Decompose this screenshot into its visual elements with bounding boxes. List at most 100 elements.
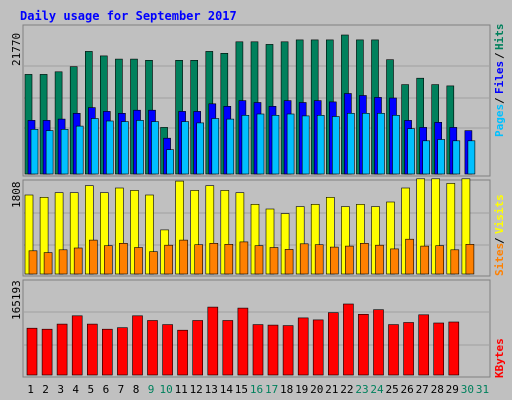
day-label: 7	[118, 383, 125, 396]
day-label: 8	[133, 383, 140, 396]
pages-bar	[91, 118, 99, 175]
kbytes-bar	[433, 322, 445, 376]
day-label: 24	[370, 383, 384, 396]
pages-bar	[467, 140, 476, 175]
kbytes-bar	[117, 327, 128, 376]
kbytes-bar	[403, 322, 414, 376]
sites-bar	[420, 245, 430, 275]
kbytes-bar	[87, 323, 98, 376]
sites-bar	[224, 244, 234, 275]
sites-bar	[179, 239, 188, 275]
sites-bar	[73, 247, 83, 275]
day-label: 22	[340, 383, 353, 396]
kbytes-panel	[22, 279, 491, 378]
day-label: 1	[27, 383, 34, 396]
kbytes-bar	[56, 323, 68, 376]
sites-bar	[119, 243, 128, 275]
day-label: 20	[310, 383, 323, 396]
day-label: 2	[42, 383, 49, 396]
kbytes-bar	[297, 317, 309, 376]
hits-files-pages-ymax-label: 21770	[10, 33, 23, 66]
pages-bar	[301, 115, 310, 175]
sites-bar	[194, 244, 203, 275]
pages-label: Pages	[493, 104, 506, 137]
hits-label: Hits	[493, 24, 506, 51]
day-label: 10	[159, 383, 172, 396]
pages-bar	[60, 129, 69, 175]
sites-bar	[43, 252, 53, 275]
kbytes-bar	[343, 303, 354, 376]
pages-bar	[226, 118, 235, 175]
day-labels: 1 2 3 4 5 6 7 8 9 10 11 12 13 14 15 16 17 18 19 20 21 22 23 24 2…	[27, 383, 489, 396]
pages-bar	[151, 121, 159, 175]
day-label: 11	[175, 383, 188, 396]
day-label: 25	[385, 383, 398, 396]
day-label: 5	[87, 383, 94, 396]
day-label: 4	[72, 383, 79, 396]
pages-bar	[196, 122, 204, 175]
pages-bar	[286, 113, 295, 175]
label-separator: /	[493, 52, 506, 59]
pages-bar	[211, 118, 220, 175]
pages-bar	[166, 149, 174, 175]
kbytes-bar	[147, 320, 158, 376]
pages-bar	[407, 128, 415, 175]
kbytes-bar	[26, 327, 38, 376]
kbytes-bar	[237, 307, 249, 376]
day-label: 12	[190, 383, 203, 396]
pages-bar	[241, 115, 250, 175]
pages-bar	[256, 113, 265, 175]
pages-bar	[452, 140, 461, 175]
sites-bar	[209, 243, 219, 275]
day-label: 18	[280, 383, 293, 396]
sites-visits-panel	[22, 178, 491, 277]
sites-bar	[269, 247, 279, 275]
sites-bar	[28, 250, 38, 275]
chart-title: Daily usage for September 2017	[20, 9, 237, 23]
day-label: 15	[235, 383, 248, 396]
sites-bar	[239, 241, 249, 275]
day-label: 21	[325, 383, 338, 396]
sites-bar	[345, 245, 354, 275]
pages-bar	[181, 121, 189, 175]
pages-bar	[347, 113, 355, 175]
kbytes-bar	[207, 306, 219, 376]
files-label: Files	[493, 61, 506, 94]
pages-bar	[45, 130, 54, 175]
sites-bar	[58, 249, 68, 275]
hits-files-pages-panel	[22, 24, 491, 177]
pages-bar	[106, 120, 114, 175]
kbytes-bar	[312, 319, 324, 376]
pages-bar	[271, 115, 280, 175]
sites-bar	[329, 246, 339, 275]
kbytes-bar	[177, 329, 188, 376]
day-label: 26	[400, 383, 413, 396]
kbytes-bar	[418, 314, 430, 376]
sites-visits-ymax-label: 1808	[10, 182, 23, 209]
day-label: 3	[57, 383, 64, 396]
pages-bar	[392, 115, 400, 175]
kbytes-bar	[132, 315, 143, 376]
label-separator: /	[493, 237, 506, 244]
day-label: 16	[250, 383, 263, 396]
kbytes-bar	[448, 321, 460, 376]
kbytes-bar	[282, 325, 294, 376]
day-label: 31	[476, 383, 489, 396]
sites-bar	[360, 243, 369, 275]
sites-bar	[435, 245, 445, 275]
sites-bar	[89, 239, 98, 275]
sites-bar	[405, 238, 414, 275]
sites-bar	[134, 247, 143, 275]
sites-bar	[314, 244, 324, 275]
pages-bar	[121, 121, 129, 175]
day-label: 13	[205, 383, 218, 396]
day-label: 30	[461, 383, 474, 396]
label-separator: /	[493, 97, 506, 104]
kbytes-bar	[388, 324, 399, 376]
pages-bar	[377, 113, 385, 175]
day-label: 14	[220, 383, 234, 396]
pages-bar	[316, 115, 325, 175]
kbytes-bar	[102, 328, 113, 376]
